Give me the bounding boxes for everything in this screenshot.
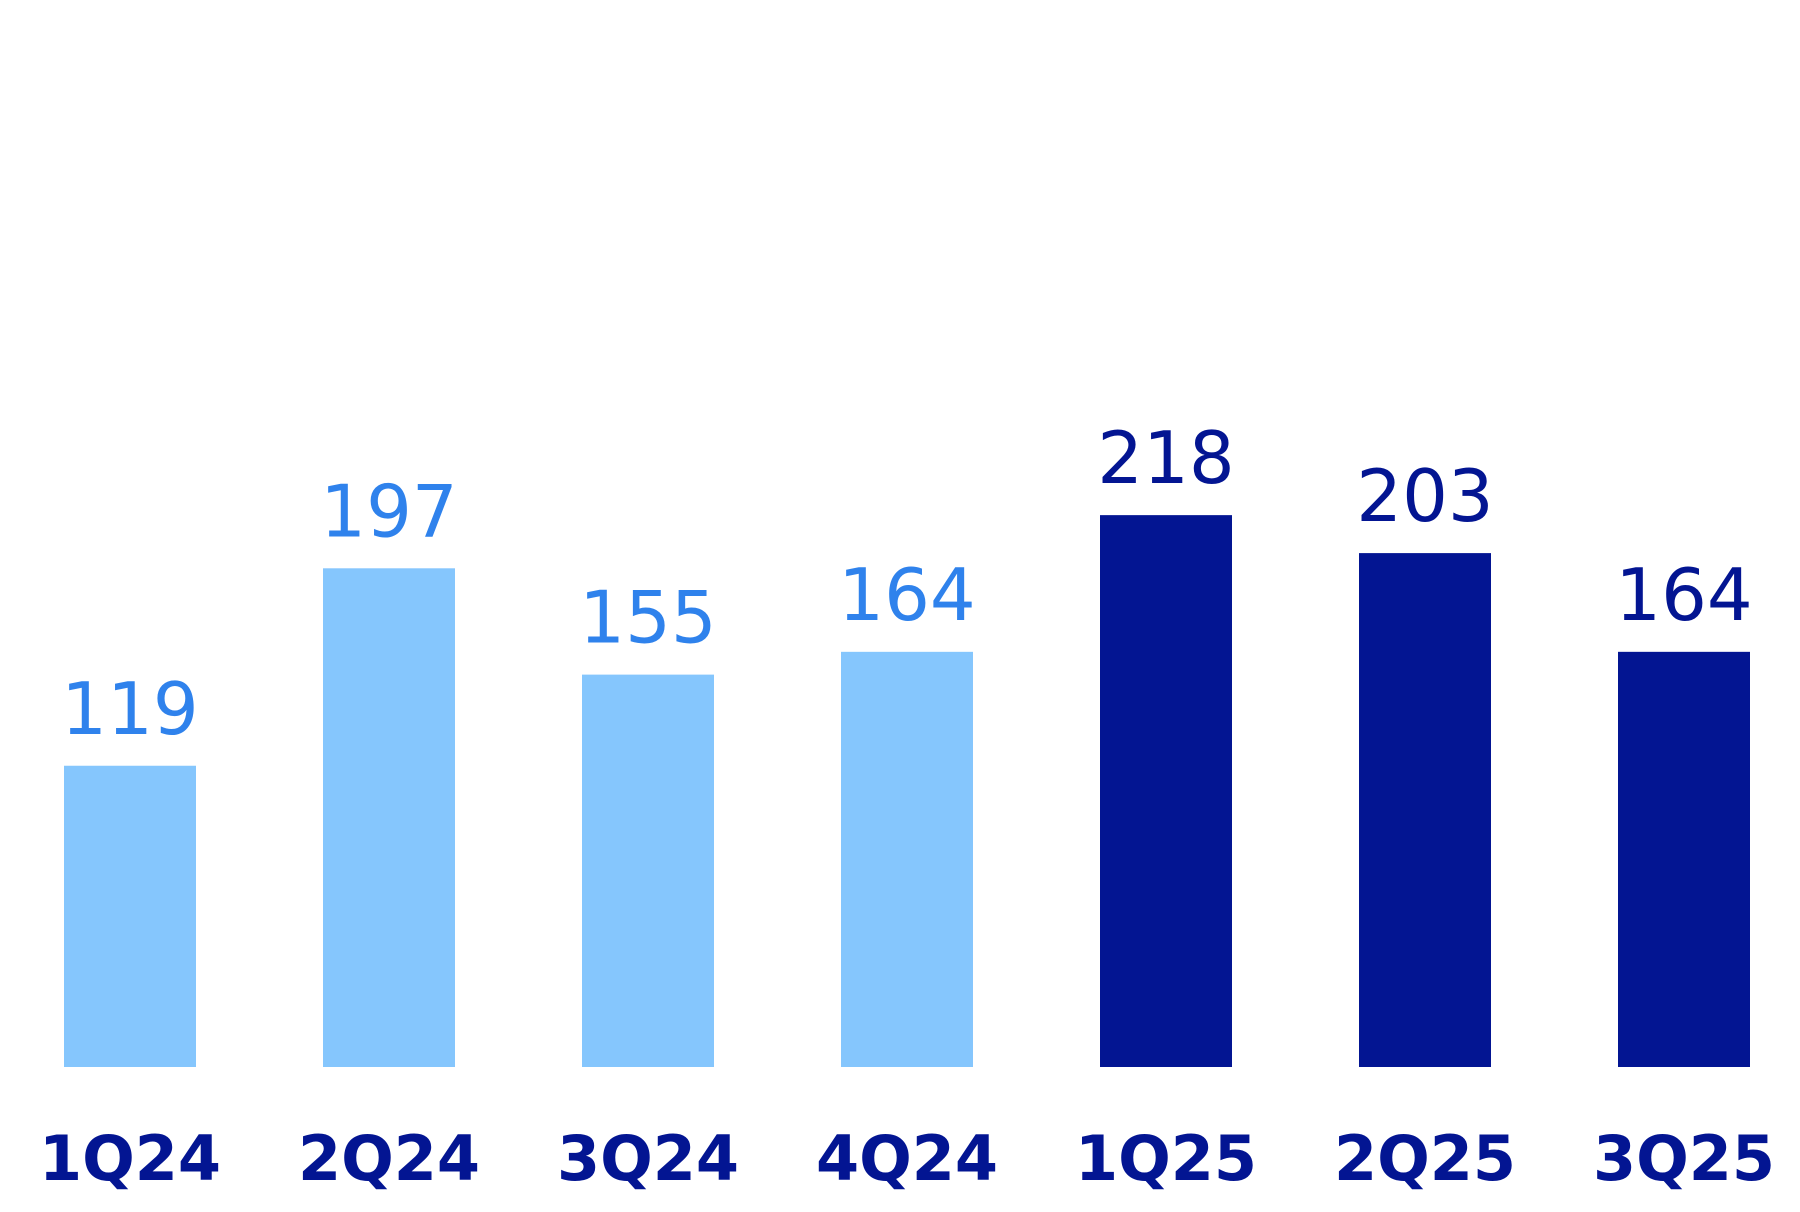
category-label-2q25: 2Q25 <box>1334 1122 1516 1195</box>
category-label-4q24: 4Q24 <box>816 1122 998 1195</box>
value-label-2q24: 197 <box>320 469 457 553</box>
bar-2q25 <box>1359 553 1491 1067</box>
bar-3q24 <box>582 674 714 1067</box>
category-label-1q25: 1Q25 <box>1075 1122 1257 1195</box>
value-label-3q24: 155 <box>579 576 716 660</box>
value-label-2q25: 203 <box>1356 454 1493 538</box>
category-labels-layer: 1Q24 2Q24 3Q24 4Q24 1Q25 2Q25 3Q25 <box>39 1122 1775 1195</box>
category-label-3q25: 3Q25 <box>1593 1122 1775 1195</box>
bar-4q24 <box>841 651 973 1067</box>
bar-1q25 <box>1100 515 1232 1067</box>
category-label-3q24: 3Q24 <box>557 1122 739 1195</box>
category-label-1q24: 1Q24 <box>39 1122 221 1195</box>
bars-layer <box>64 515 1750 1067</box>
bar-3q25 <box>1618 651 1750 1067</box>
value-label-1q24: 119 <box>61 667 198 751</box>
bar-1q24 <box>64 765 196 1067</box>
value-labels-layer: 119 197 155 164 218 203 164 <box>61 416 1752 751</box>
bar-2q24 <box>323 568 455 1067</box>
value-label-4q24: 164 <box>838 553 975 637</box>
value-label-1q25: 218 <box>1097 416 1234 500</box>
category-label-2q24: 2Q24 <box>298 1122 480 1195</box>
value-label-3q25: 164 <box>1615 553 1752 637</box>
